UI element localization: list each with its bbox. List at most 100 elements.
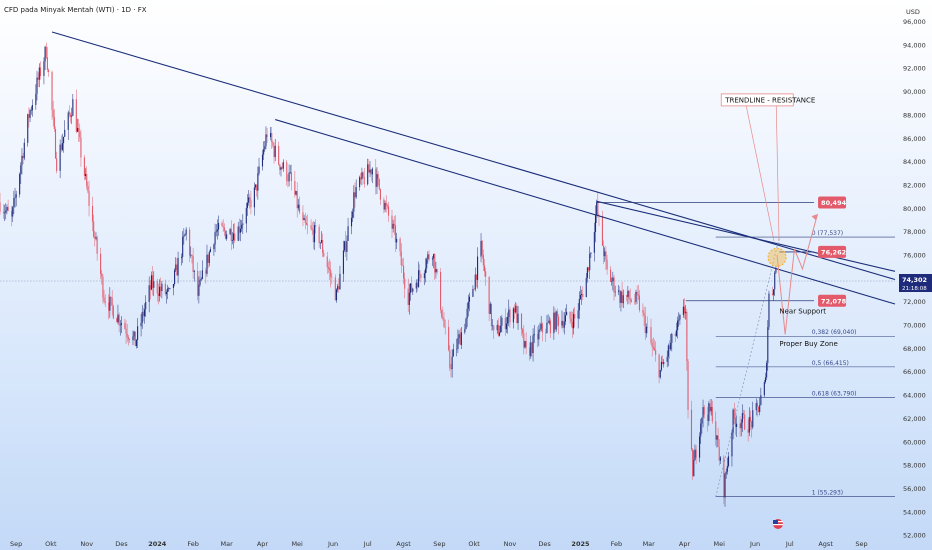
candle [281, 162, 283, 170]
candle [682, 299, 684, 318]
candle-body [370, 169, 372, 175]
candle-body [773, 289, 775, 295]
candle [159, 279, 161, 302]
candle [727, 452, 730, 468]
candle [257, 166, 259, 200]
candle [125, 320, 127, 344]
candle-body [278, 145, 280, 165]
candle [678, 312, 680, 327]
candle-body [596, 201, 598, 216]
candle-body [440, 272, 442, 310]
candle-body [716, 435, 718, 440]
candle-body [266, 134, 268, 137]
candle-body [593, 232, 595, 253]
candle-body [14, 197, 16, 199]
candle-body [562, 320, 564, 328]
candle [498, 325, 501, 337]
candle-body [444, 326, 446, 328]
candle [52, 100, 54, 127]
candle [250, 190, 252, 215]
candle [562, 312, 564, 333]
candle [86, 166, 88, 190]
candle-body [652, 346, 654, 349]
candle-body [6, 207, 8, 211]
candle-body [109, 296, 111, 311]
candle [377, 171, 379, 186]
candle [383, 197, 385, 214]
candle-body [248, 197, 250, 203]
candle-body [606, 259, 608, 270]
candle-body [700, 423, 702, 437]
candle [272, 140, 274, 148]
candle-body [570, 318, 572, 322]
candle-body [230, 229, 232, 241]
candle [443, 312, 445, 329]
candle [539, 322, 541, 333]
candle-body [553, 312, 555, 334]
candle-body [264, 146, 266, 150]
candle [134, 331, 136, 347]
candle-body [549, 320, 551, 334]
candle [27, 113, 29, 147]
candle [94, 230, 96, 247]
candle [685, 304, 687, 320]
fib-level-label: 1 (55,293) [812, 490, 843, 497]
candle-body [68, 112, 70, 115]
candle [286, 160, 288, 186]
candle [578, 291, 580, 319]
candle-body [120, 323, 122, 325]
candle-body [385, 203, 387, 206]
candle-body [94, 236, 96, 239]
candle [191, 254, 193, 264]
candle-body [459, 334, 461, 345]
candle [206, 244, 208, 277]
candle-body [100, 253, 102, 274]
candle [43, 57, 45, 85]
candle-body [110, 296, 112, 298]
candle-body [78, 128, 80, 132]
candle-body [692, 449, 694, 477]
current-price-tag[interactable]: 74,302 21:18:08 [899, 274, 932, 292]
time-tick-label: Des [115, 540, 128, 548]
candle-body [667, 345, 669, 357]
candle [660, 356, 662, 372]
candle-body [703, 407, 705, 415]
time-axis[interactable]: Sep Okt Nov Des 2024 Feb Mar Apr Mei Jun Jul Agst Se… [10, 540, 868, 548]
candle [297, 198, 299, 211]
candle-body [742, 413, 745, 415]
candle-body [56, 158, 58, 171]
candle [21, 148, 23, 175]
candle [5, 203, 7, 220]
candle [667, 343, 669, 367]
candle-body [727, 456, 730, 466]
price-tick-label: 70,000 [903, 322, 926, 330]
candle-body [190, 254, 192, 256]
candle-body [2, 211, 5, 214]
candle [424, 258, 427, 283]
candle [441, 309, 443, 319]
candle-body [59, 144, 61, 171]
candle [39, 61, 42, 80]
candle [726, 457, 728, 475]
candle-body [682, 306, 684, 316]
candle-body [298, 204, 301, 213]
price-level-tag-text: 76,262 [821, 248, 846, 256]
candle [585, 273, 587, 298]
candle [645, 323, 647, 338]
candle [407, 278, 409, 312]
candle [662, 355, 664, 365]
candle [127, 334, 129, 346]
candle-body [540, 323, 542, 329]
candle [604, 247, 606, 262]
candle [449, 345, 451, 371]
candle-body [206, 254, 208, 274]
candle [35, 84, 37, 110]
candle [313, 222, 316, 251]
candle-body [642, 310, 644, 313]
callout-pointer [775, 105, 780, 242]
time-tick-label: Jul [363, 540, 372, 548]
candle [739, 416, 741, 437]
price-axis[interactable]: 96,000 94,000 92,000 90,000 88,000 86,000 84,0… [903, 18, 926, 540]
